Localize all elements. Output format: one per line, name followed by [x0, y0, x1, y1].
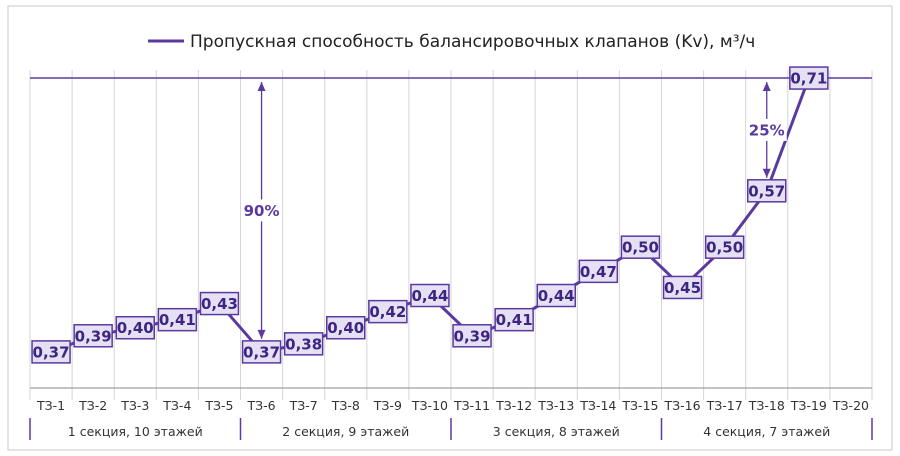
data-label: 0,42 [369, 303, 406, 321]
chart-frame [7, 5, 893, 451]
data-label: 0,38 [285, 335, 322, 353]
arrow-head-down [762, 168, 771, 178]
legend: Пропускная способность балансировочных к… [148, 32, 755, 52]
legend-label: Пропускная способность балансировочных к… [190, 32, 755, 52]
data-point-marker [283, 332, 324, 356]
data-label: 0,41 [496, 311, 533, 329]
arrow-head-down [257, 329, 266, 339]
group-label: 3 секция, 8 этажей [493, 424, 620, 439]
x-tick-label: ТЗ-12 [495, 398, 532, 413]
data-label: 0,71 [790, 70, 827, 88]
x-tick-label: ТЗ-18 [748, 398, 785, 413]
data-point-marker [704, 235, 745, 259]
data-point-marker [199, 291, 240, 316]
data-point-marker [241, 340, 282, 364]
x-tick-label: ТЗ-4 [162, 398, 191, 413]
data-label: 0,45 [664, 279, 701, 297]
data-label: 0,37 [33, 343, 70, 361]
x-tick-label: ТЗ-5 [204, 398, 233, 413]
data-label-layer: 0,37 0,39 0,40 0,41 0,43 0,37 0,38 0,40 0,42 0,44… [31, 66, 829, 364]
x-tick-label: ТЗ-11 [453, 398, 490, 413]
arrow-head-up [257, 82, 266, 92]
data-label: 0,57 [748, 182, 785, 200]
data-label: 0,47 [580, 263, 617, 281]
x-tick-label: ТЗ-16 [664, 398, 701, 413]
x-tick-label: ТЗ-9 [373, 398, 402, 413]
data-point-marker [747, 179, 787, 203]
group-label: 4 секция, 7 этажей [703, 424, 830, 439]
data-point-marker [578, 259, 619, 284]
data-point-marker [789, 66, 829, 90]
data-label: 0,43 [201, 295, 238, 313]
group-label: 2 секция, 9 этажей [282, 424, 409, 439]
arrow-head-up [762, 82, 771, 92]
data-label: 0,37 [243, 343, 280, 361]
data-point-marker [536, 283, 576, 308]
data-label: 0,39 [454, 327, 491, 345]
x-tick-label: ТЗ-1 [36, 398, 65, 413]
annotation-layer: 90% 25% [241, 82, 787, 339]
data-point-marker [620, 235, 661, 259]
data-point-marker [494, 307, 534, 332]
data-point-marker [326, 315, 366, 340]
data-label: 0,39 [75, 327, 112, 345]
data-point-marker [662, 275, 703, 300]
x-tick-label: ТЗ-14 [579, 398, 616, 413]
data-point-marker [73, 324, 113, 348]
annotation-bg [241, 199, 282, 222]
x-tick-label: ТЗ-20 [832, 398, 869, 413]
annotation-label: 25% [749, 121, 785, 139]
x-tick-label: ТЗ-8 [331, 398, 360, 413]
data-point-marker [115, 315, 155, 340]
data-point-marker [368, 299, 408, 324]
data-point-marker [31, 340, 71, 364]
x-tick-label: ТЗ-7 [289, 398, 318, 413]
data-label: 0,44 [538, 287, 575, 305]
data-label: 0,40 [117, 319, 154, 337]
x-tick-label: ТЗ-17 [706, 398, 743, 413]
x-tick-label: ТЗ-3 [120, 398, 149, 413]
x-tick-label: ТЗ-6 [246, 398, 275, 413]
data-label: 0,40 [327, 319, 364, 337]
x-tick-label: ТЗ-13 [537, 398, 574, 413]
data-label: 0,44 [411, 287, 448, 305]
x-tick-label: ТЗ-10 [411, 398, 448, 413]
annotation-bg [746, 118, 787, 141]
x-tick-label: ТЗ-2 [78, 398, 107, 413]
axis-layer: ТЗ-1 ТЗ-2 ТЗ-3 ТЗ-4 ТЗ-5 ТЗ-6 ТЗ-7 ТЗ-8 ТЗ-9 ТЗ-1… [29, 387, 873, 440]
data-label: 0,41 [159, 311, 196, 329]
data-label: 0,50 [622, 239, 659, 257]
data-point-marker [157, 307, 198, 332]
group-label: 1 секция, 10 этажей [68, 424, 203, 439]
data-label: 0,50 [706, 239, 743, 257]
grid-layer [29, 70, 873, 400]
data-point-marker [452, 324, 492, 348]
data-point-marker [410, 283, 450, 308]
annotation-label: 90% [244, 202, 280, 220]
x-tick-label: ТЗ-15 [621, 398, 658, 413]
x-tick-label: ТЗ-19 [790, 398, 827, 413]
